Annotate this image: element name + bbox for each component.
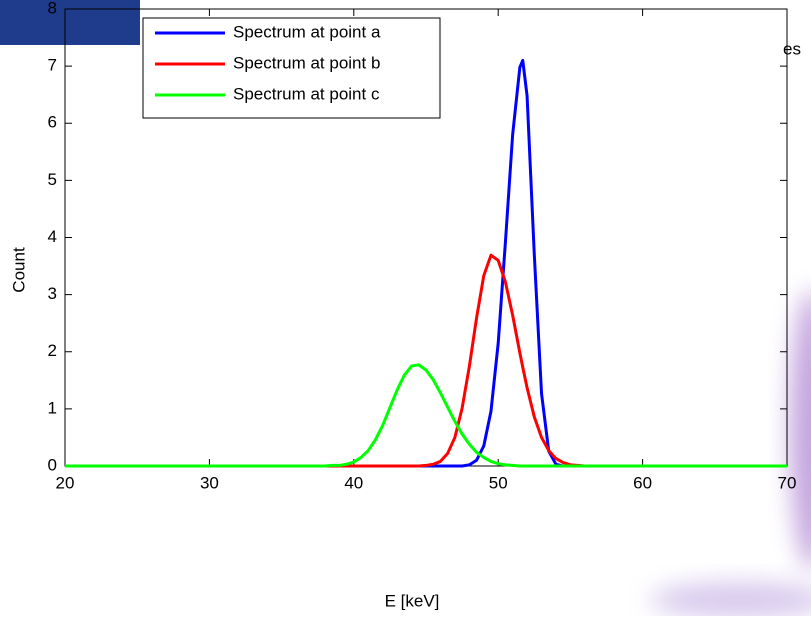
data-line (65, 58, 787, 468)
x-tick-label: 50 (489, 473, 508, 492)
y-tick-label: 7 (48, 56, 57, 75)
x-tick-label: 60 (633, 473, 652, 492)
data-line (65, 363, 787, 468)
y-tick-label: 6 (48, 113, 57, 132)
y-tick-label: 5 (48, 170, 57, 189)
background-decoration (650, 582, 811, 618)
legend: Spectrum at point a Spectrum at point b Sp… (142, 17, 441, 119)
y-tick-label: 0 (48, 455, 57, 474)
x-tick-label: 30 (200, 473, 219, 492)
background-decoration (790, 290, 811, 570)
y-tick-label: 2 (48, 341, 57, 360)
y-tick-label: 3 (48, 284, 57, 303)
y-tick-label: 1 (48, 398, 57, 417)
legend-label: Spectrum at point c (233, 84, 380, 103)
legend-label: Spectrum at point a (233, 22, 381, 41)
y-tick-label: 8 (48, 0, 57, 17)
x-axis-label: E [keV] (385, 591, 440, 610)
x-tick-label: 20 (56, 473, 75, 492)
y-axis-label: Count (9, 247, 28, 293)
background-block (0, 0, 140, 45)
x-tick-label: 70 (778, 473, 797, 492)
data-line (65, 253, 787, 468)
legend-label: Spectrum at point b (233, 53, 380, 72)
x-tick-label: 40 (344, 473, 363, 492)
overlay-text: es (783, 39, 801, 58)
legend-box (142, 17, 441, 119)
y-tick-label: 4 (48, 227, 57, 246)
